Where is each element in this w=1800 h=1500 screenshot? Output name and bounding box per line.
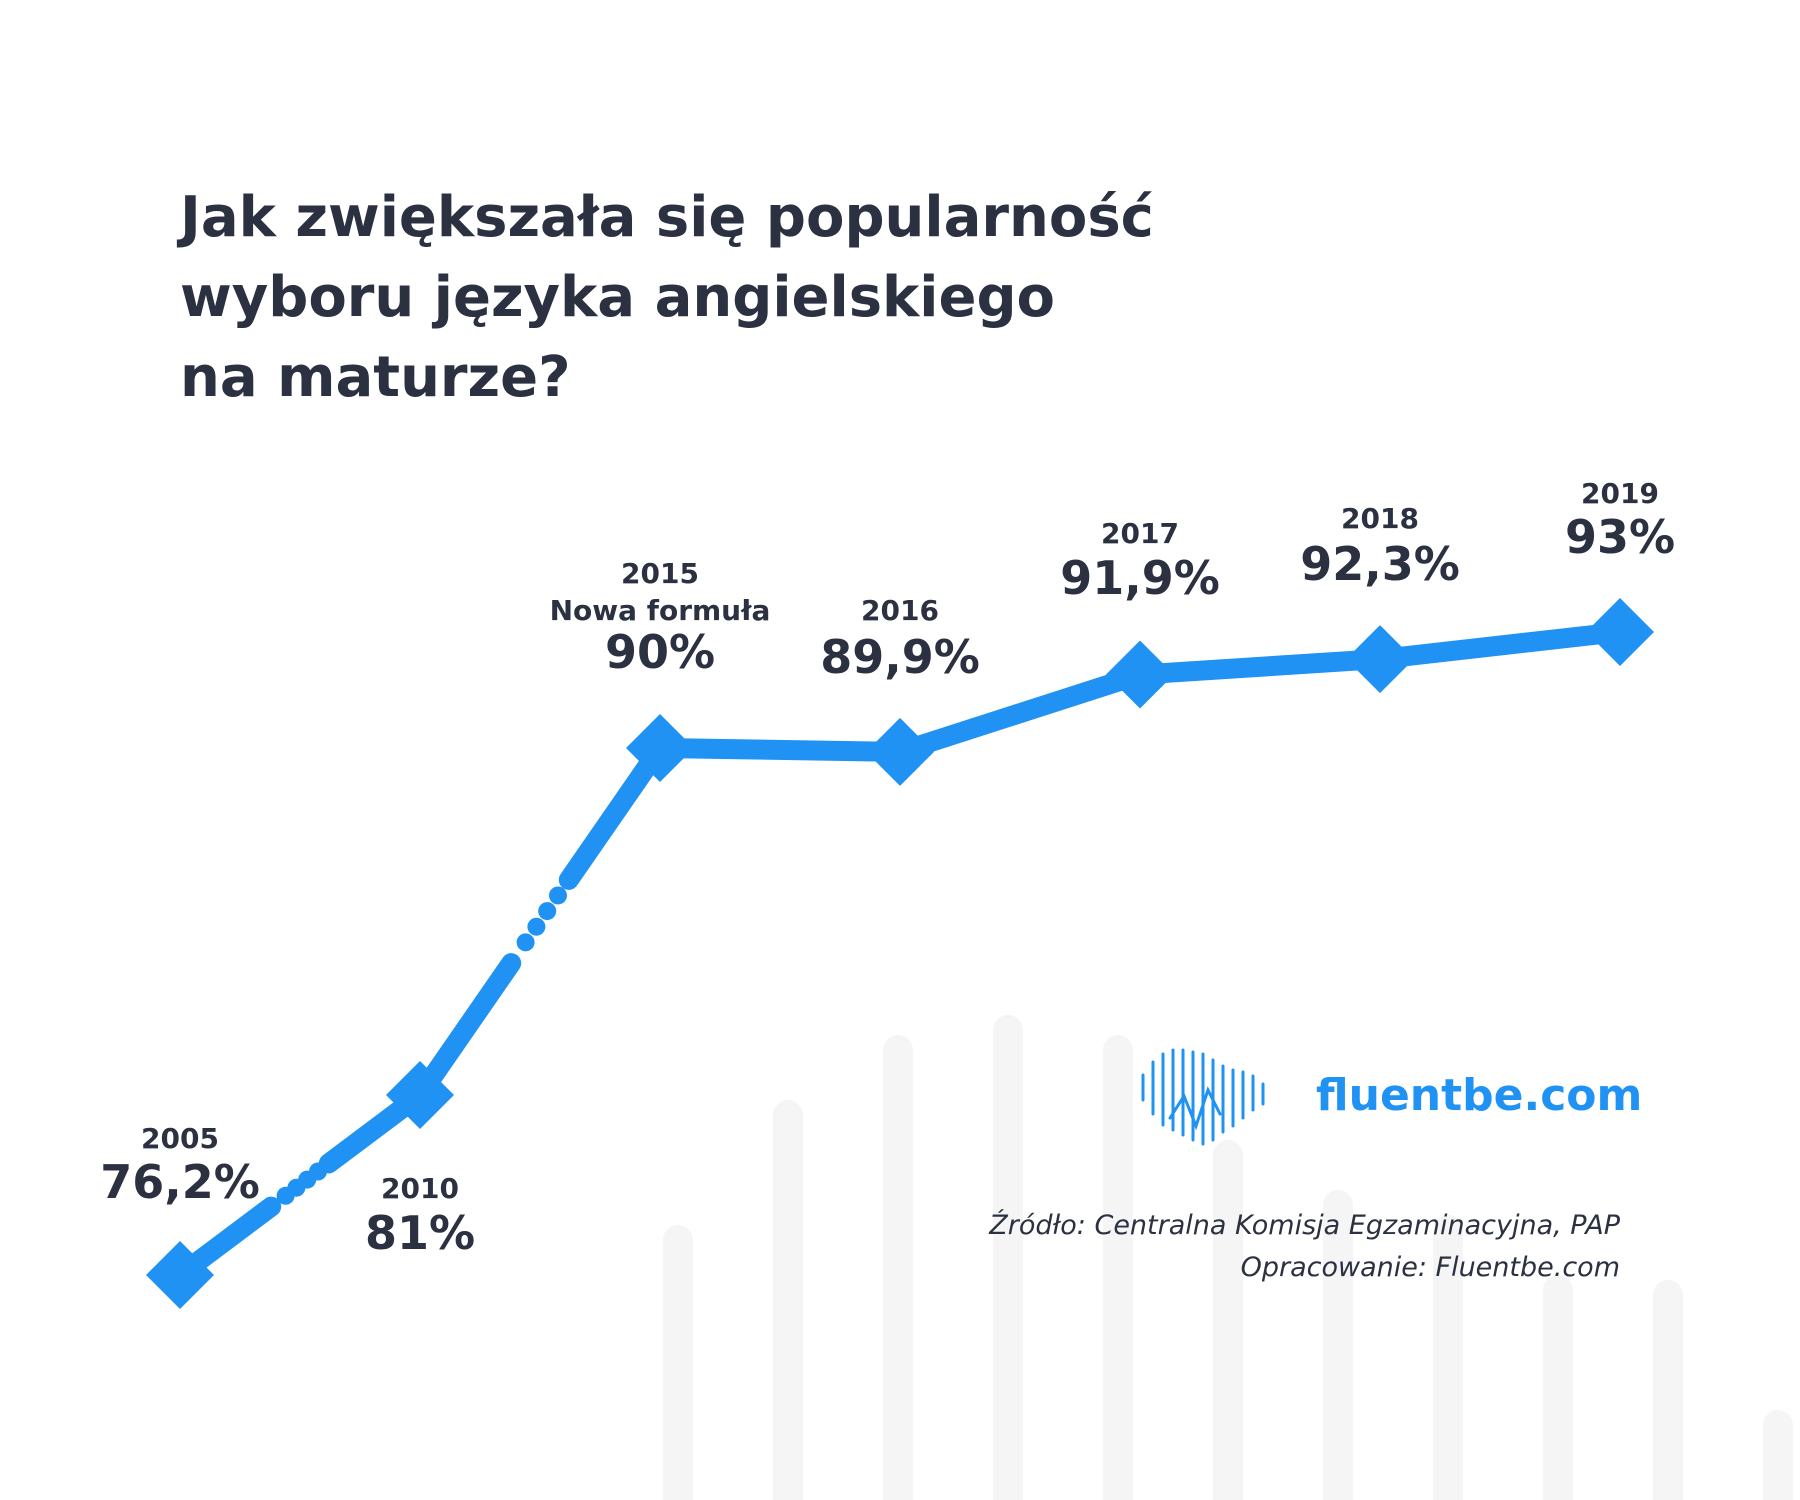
background-bar-8 [1543,1275,1573,1500]
series-dot-2010-2015-1 [527,917,546,936]
background-bar-10 [1763,1410,1793,1500]
brand-name[interactable]: fluentbe.com [1316,1069,1643,1121]
year-label-2019: 2019 [1581,477,1659,510]
series-segment-2010-2015-b [558,738,670,890]
marker-2017 [1106,640,1174,709]
year-label-2015: 2015 [621,557,699,590]
title-line-1: Jak zwiększała się popularność [180,185,1154,250]
value-label-2017: 91,9% [1060,551,1220,605]
brand-logo: fluentbe.com [1140,1048,1643,1146]
marker-2015 [626,714,694,782]
value-label-2018: 92,3% [1300,537,1460,591]
background-bar-6 [1323,1190,1353,1500]
year-label-2010: 2010 [381,1172,459,1205]
value-label-2005: 76,2% [100,1155,260,1209]
background-bar-5 [1213,1140,1243,1500]
series-dot-2005-2010-3 [309,1162,327,1181]
decorative-background-bars [663,1015,1793,1500]
series-segment-2016-2017 [890,664,1150,762]
value-label-2015: 90% [605,625,715,679]
marker-2010 [386,1061,454,1129]
background-bar-0 [663,1225,693,1500]
marker-2005 [146,1241,214,1309]
marker-2018 [1346,625,1414,694]
marker-2016 [866,717,934,786]
background-bar-2 [883,1035,913,1500]
title-line-3: na maturze? [180,345,571,410]
marker-2019 [1586,598,1654,666]
year-label-2018: 2018 [1341,502,1419,535]
series-dot-2010-2015-0 [516,933,535,952]
value-label-2010: 81% [365,1206,475,1260]
chart-title: Jak zwiększała się popularność wyboru ję… [180,178,1380,418]
background-bar-9 [1653,1280,1683,1500]
year-label-2016: 2016 [861,594,939,627]
series-dot-2010-2015-3 [549,886,567,905]
background-bar-1 [773,1100,803,1500]
background-bar-7 [1433,1215,1463,1500]
series-segment-2010-2015-a [410,953,522,1105]
background-bar-3 [993,1015,1023,1500]
year-label-2017: 2017 [1101,517,1179,550]
series-segment-2017-2018 [1130,649,1390,685]
series-dot-2010-2015-2 [538,902,557,921]
line-series [146,598,1654,1309]
soundwave-heart-icon [1141,1048,1265,1146]
background-bar-4 [1103,1035,1133,1500]
note-label-2015: Nowa formuła [550,594,771,627]
series-segment-2015-2016 [650,738,910,762]
value-label-2016: 89,9% [820,630,980,684]
source-note: Źródło: Centralna Komisja Egzaminacyjna,… [989,1205,1620,1289]
source-line: Źródło: Centralna Komisja Egzaminacyjna,… [989,1210,1620,1241]
credit-line: Opracowanie: Fluentbe.com [1240,1252,1620,1283]
year-label-2005: 2005 [141,1122,219,1155]
value-label-2019: 93% [1565,510,1675,564]
series-segment-2018-2019 [1370,622,1630,670]
title-line-2: wyboru języka angielskiego [180,265,1055,330]
